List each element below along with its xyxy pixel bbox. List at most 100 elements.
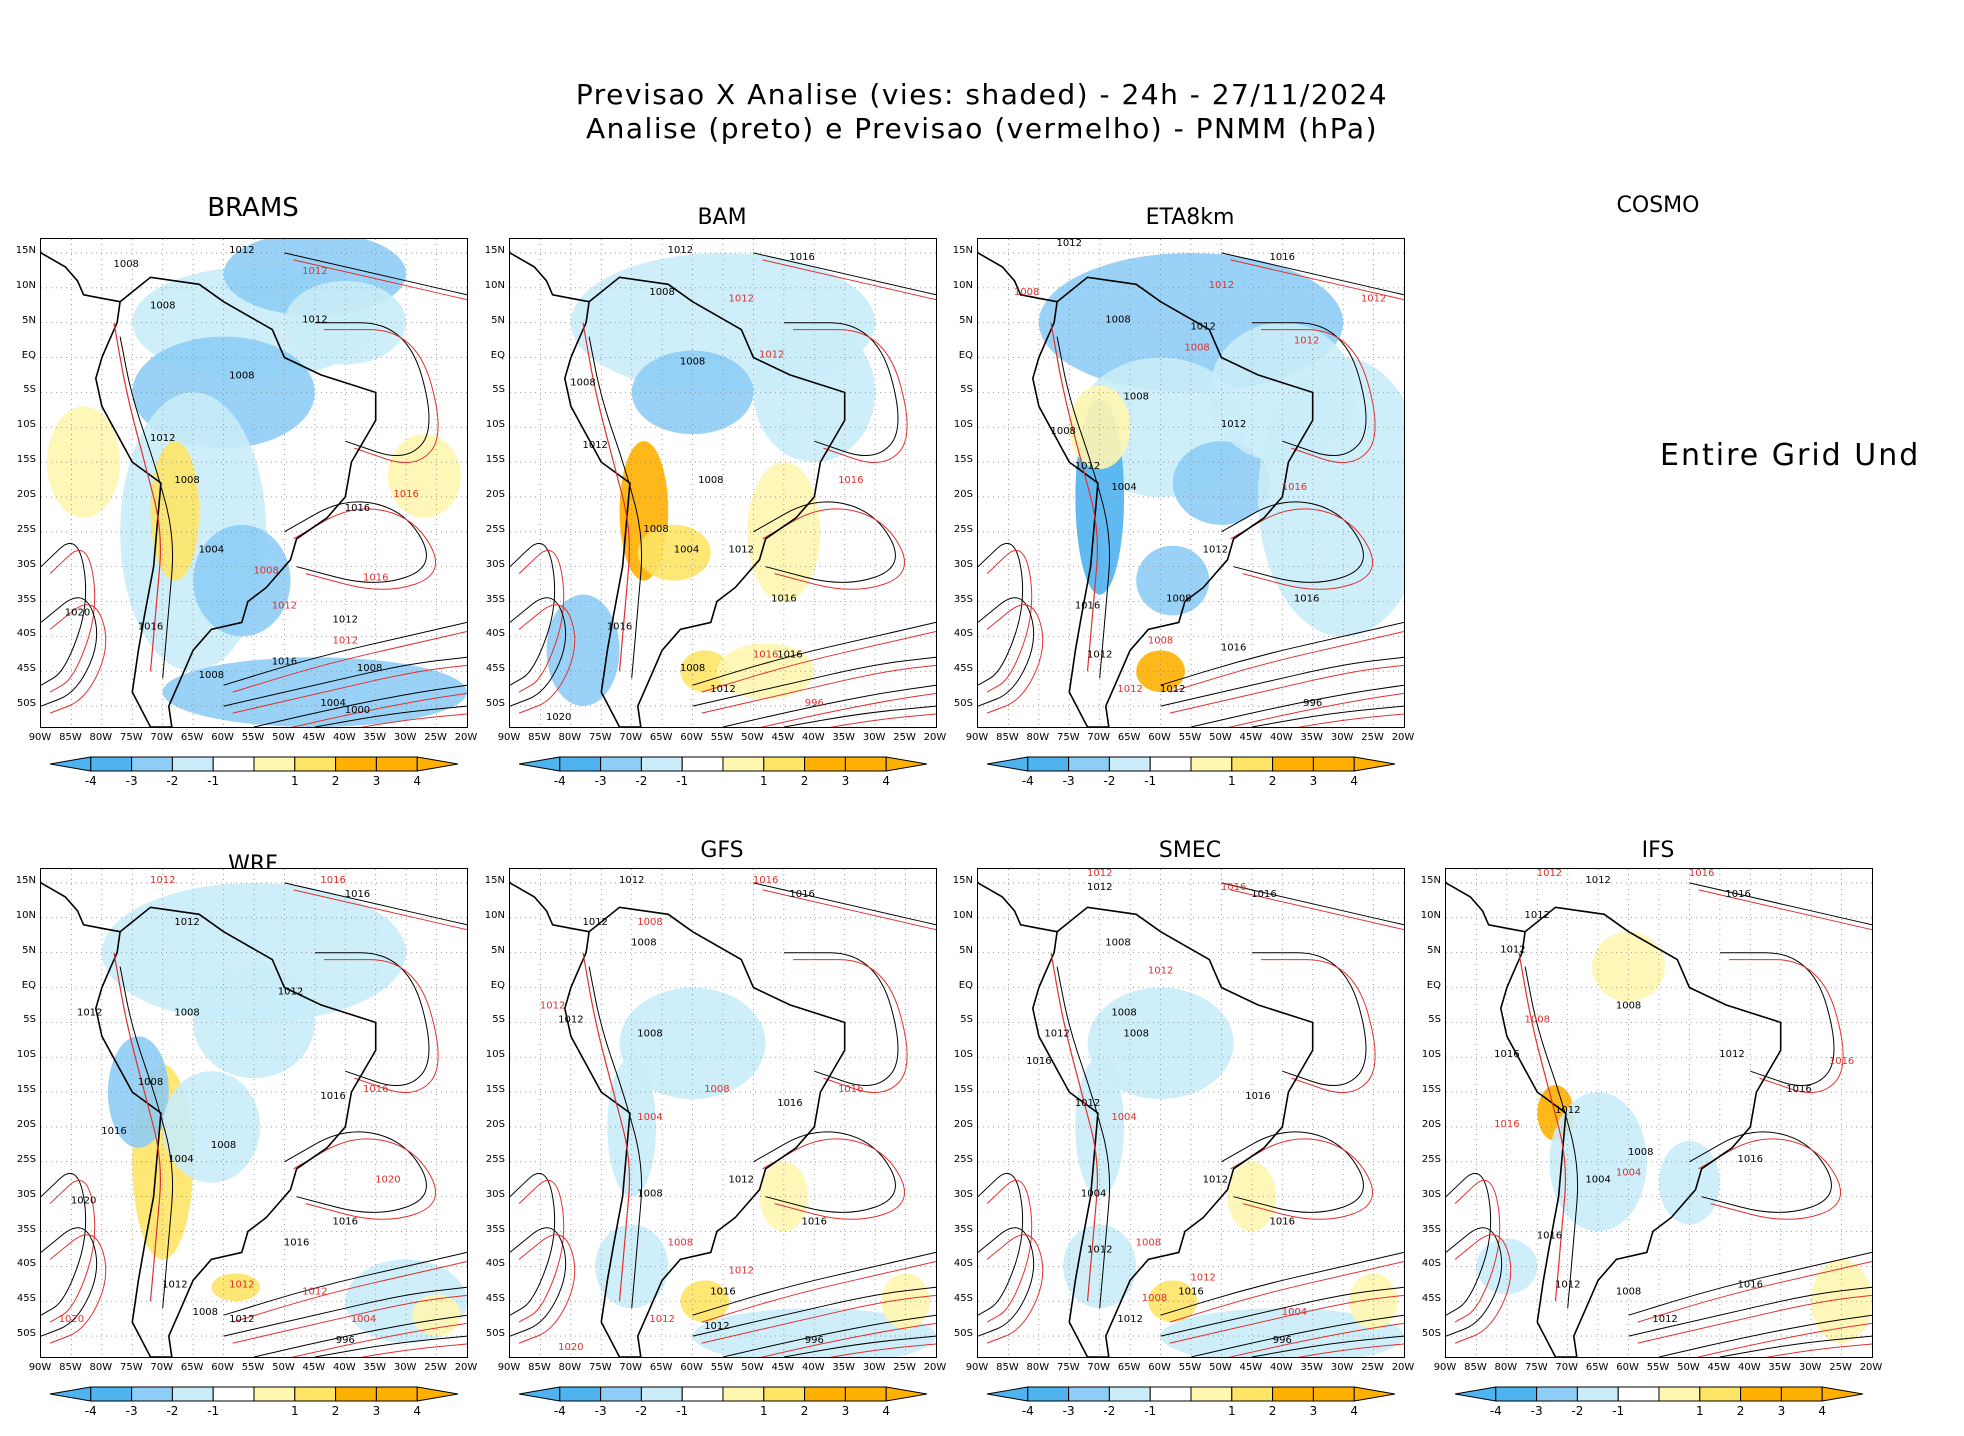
latitude-tick-label: EQ <box>490 349 505 361</box>
isobar-label: 1020 <box>59 1314 84 1325</box>
analysis-isobar <box>1160 1251 1404 1316</box>
analysis-isobar <box>284 501 427 583</box>
isobar-label: 1008 <box>643 524 668 535</box>
longitude-tick-label: 75W <box>588 1362 612 1373</box>
isobar-label: 1012 <box>162 1279 187 1290</box>
latitude-tick-label: 45S <box>16 663 36 675</box>
analysis-isobar <box>978 1227 1035 1337</box>
longitude-tick-label: 40W <box>1269 732 1293 743</box>
analysis-isobar <box>253 684 467 727</box>
longitude-axis: 90W 85W 80W 75W 70W 65W 60W 55W 50W 45W 40W 35W 30W 2… <box>29 732 478 746</box>
latitude-tick-label: 50S <box>953 1328 973 1340</box>
colorbar-segment <box>844 756 887 772</box>
colorbar-tick-label: 4 <box>1350 774 1359 788</box>
analysis-isobar <box>1251 322 1367 457</box>
isobar-label: 1016 <box>1026 1056 1051 1067</box>
latitude-tick-label: 30S <box>1421 1188 1441 1200</box>
panel-title-ifs: IFS <box>1641 838 1675 863</box>
colorbar-arrow-left <box>518 1386 561 1402</box>
andes-analysis-isobar <box>588 966 643 1309</box>
longitude-tick-label: 35W <box>832 1362 856 1373</box>
colorbar: -4 -3 -2 -1 1 2 3 4 <box>986 756 1396 792</box>
isobar-label: 1016 <box>1725 889 1750 900</box>
map-svg: 1012 1016 1012 1012 1008 1008 1012 1008 1012 1008… <box>978 239 1404 727</box>
isobar-label: 1016 <box>272 656 297 667</box>
colorbar-tick-label: -3 <box>1530 1404 1543 1418</box>
colorbar-segment <box>1495 1386 1538 1402</box>
bias-shade-area <box>1075 1057 1125 1197</box>
latitude-axis: 15N 10N 5N EQ 5S 10S 15S 20S 25S 30S 35S 40S 45S 50S <box>1405 868 1441 1356</box>
forecast-isobar <box>518 604 576 714</box>
analysis-isobar <box>978 1173 1024 1316</box>
isobar-label: 1012 <box>1719 1049 1744 1060</box>
longitude-tick-label: 70W <box>150 1362 174 1373</box>
isobar-label: 996 <box>336 1335 355 1346</box>
colorbar-tick-label: -1 <box>207 1404 220 1418</box>
longitude-tick-label: 35W <box>1768 1362 1792 1373</box>
central-america-coastline <box>978 880 1058 933</box>
andes-analysis-isobar <box>588 336 643 679</box>
analysis-isobar <box>692 1251 936 1316</box>
isobar-label: 1012 <box>540 1000 565 1011</box>
isobar-label: 1008 <box>1105 938 1130 949</box>
latitude-tick-label: 50S <box>16 698 36 710</box>
analysis-isobar <box>223 656 467 707</box>
isobar-label: 1016 <box>138 621 163 632</box>
forecast-isobar <box>1698 1138 1841 1220</box>
colorbar-tick-label: 1 <box>290 774 299 788</box>
colorbar-segment <box>1576 1386 1619 1402</box>
longitude-tick-label: 35W <box>1300 732 1324 743</box>
forecast-isobar <box>762 889 936 931</box>
longitude-tick-label: 30W <box>1330 732 1354 743</box>
latitude-tick-label: EQ <box>958 349 973 361</box>
isobar-label: 1008 <box>1124 391 1149 402</box>
latitude-tick-label: 10N <box>15 279 36 291</box>
andes-analysis-isobar <box>119 336 174 679</box>
isobar-label: 1012 <box>77 1007 102 1018</box>
latitude-tick-label: 50S <box>16 1328 36 1340</box>
analysis-isobar <box>692 1286 936 1337</box>
longitude-tick-label: 40W <box>801 1362 825 1373</box>
forecast-isobar <box>293 508 436 590</box>
colorbar-segment <box>171 756 214 772</box>
colorbar-segment <box>681 1386 724 1402</box>
isobar-label: 1004 <box>637 1112 662 1123</box>
longitude-tick-label: 65W <box>1117 1362 1141 1373</box>
forecast-isobar <box>1228 1322 1404 1357</box>
longitude-tick-label: 35W <box>363 732 387 743</box>
longitude-axis: 90W 85W 80W 75W 70W 65W 60W 55W 50W 45W 40W 35W 30W 2… <box>498 732 947 746</box>
latitude-tick-label: 40S <box>953 1258 973 1270</box>
longitude-tick-label: 65W <box>1117 732 1141 743</box>
map-panel-smec: 1012 1012 1016 1016 1012 1008 1008 1008 1012 1016… <box>977 868 1405 1358</box>
isobar-label: 1012 <box>333 635 358 646</box>
isobar-label: 1008 <box>668 1237 693 1248</box>
latitude-tick-label: 5S <box>492 384 505 396</box>
longitude-axis: 90W 85W 80W 75W 70W 65W 60W 55W 50W 45W 40W 35W 30W 2… <box>966 732 1415 746</box>
longitude-tick-label: 40W <box>1269 1362 1293 1373</box>
longitude-tick-label: 65W <box>180 1362 204 1373</box>
latitude-tick-label: 15S <box>16 1084 36 1096</box>
central-america-coastline <box>510 250 590 303</box>
isobar-label: 1004 <box>320 698 345 709</box>
isobar-label: 1012 <box>1361 294 1386 305</box>
analysis-isobar <box>314 705 467 727</box>
bias-shade-area <box>1257 357 1404 637</box>
isobar-label: 1012 <box>1087 1244 1112 1255</box>
colorbar-segment <box>763 1386 806 1402</box>
longitude-tick-label: 20W <box>454 1362 478 1373</box>
latitude-tick-label: 50S <box>485 1328 505 1340</box>
isobar-label: 1008 <box>229 370 254 381</box>
panel-title-gfs: GFS <box>700 838 744 863</box>
analysis-isobar <box>753 882 936 926</box>
latitude-axis: 15N 10N 5N EQ 5S 10S 15S 20S 25S 30S 35S 40S 45S 50S <box>0 238 36 726</box>
isobar-label: 1012 <box>649 1314 674 1325</box>
latitude-tick-label: 45S <box>1421 1293 1441 1305</box>
isobar-label: 1016 <box>101 1126 126 1137</box>
isobar-label: 1004 <box>1282 1307 1307 1318</box>
isobar-label: 1008 <box>199 670 224 681</box>
longitude-tick-label: 70W <box>619 1362 643 1373</box>
forecast-isobar <box>1696 1322 1872 1357</box>
central-america-coastline <box>510 880 590 933</box>
longitude-tick-label: 80W <box>558 732 582 743</box>
longitude-tick-label: 65W <box>1585 1362 1609 1373</box>
